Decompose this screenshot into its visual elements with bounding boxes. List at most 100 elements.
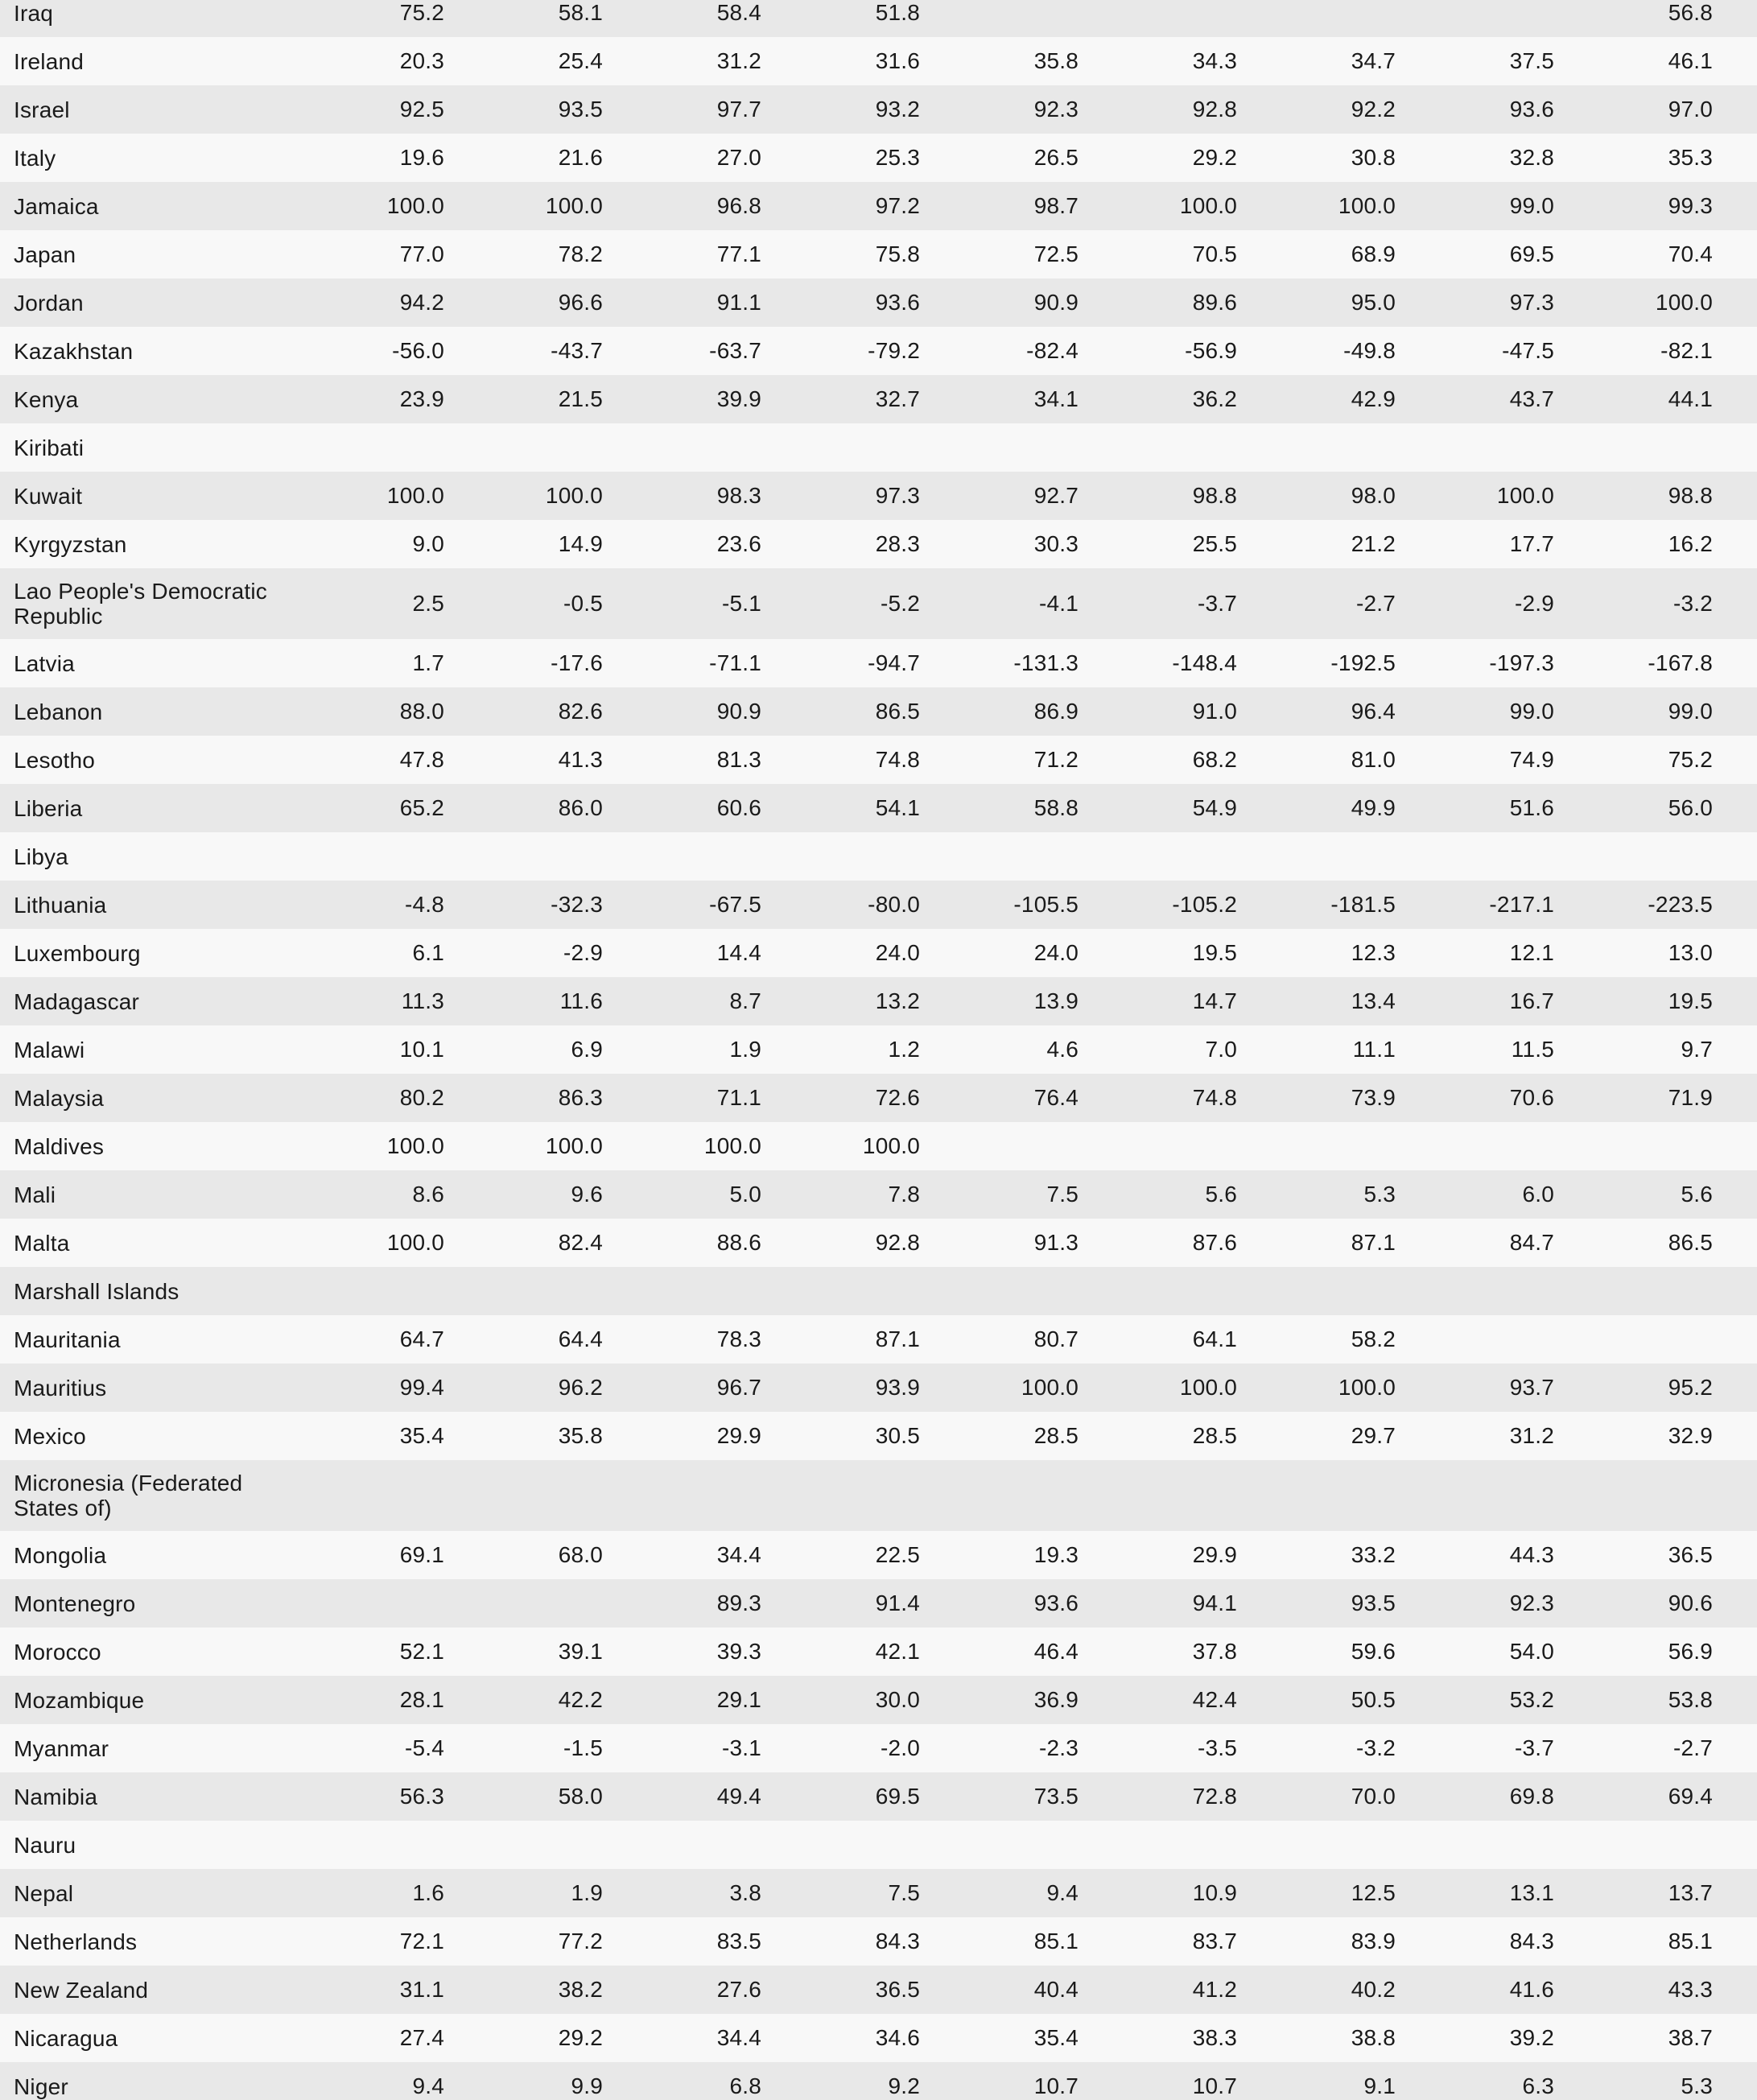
value-cell: 13.9 [1033,988,1079,1013]
value-cell [1440,1821,1598,1869]
value-cell: 58.2 [1351,1326,1396,1351]
value-cell: 68.9 [1351,241,1396,266]
value-cell: 39.3 [716,1639,761,1664]
value-cell: 16.2 [1668,531,1713,556]
value-cell [330,1460,489,1531]
value-cell: 35.3 [1668,145,1713,170]
value-cell: 100.0 [386,1230,444,1255]
value-cell: 96.2 [558,1375,603,1400]
country-name: Jamaica [14,193,99,219]
value-cell [806,1460,964,1531]
value-cell: 97.7 [716,97,761,122]
country-name: Mexico [14,1423,86,1449]
value-cell: 98.8 [1668,483,1713,508]
value-cell [806,1267,964,1315]
value-cell: 85.1 [1668,1929,1713,1954]
table-row: Luxembourg 6.1 -2.9 14.4 24.0 24.0 19.5 12.3 12.… [0,929,1757,977]
value-cell: 69.5 [875,1784,920,1809]
value-cell: 56.9 [1668,1639,1713,1664]
value-cell: 34.6 [875,2025,920,2050]
value-cell: 19.5 [1668,988,1713,1013]
value-cell: 47.8 [399,747,444,772]
value-cell: 83.7 [1192,1929,1237,1954]
value-cell: -17.6 [551,650,603,675]
value-cell: 39.2 [1509,2025,1554,2050]
value-cell: 97.2 [875,193,920,218]
table-row: Liberia 65.2 86.0 60.6 54.1 58.8 54.9 49.9 51.6 5… [0,784,1757,832]
value-cell [1123,832,1281,881]
value-cell: 71.2 [1033,747,1079,772]
value-cell: 9.2 [888,2073,920,2098]
value-cell: 69.5 [1509,241,1554,266]
value-cell: 85.1 [1033,1929,1079,1954]
value-cell: 71.9 [1668,1085,1713,1110]
value-cell: 72.8 [1192,1784,1237,1809]
value-cell: -71.1 [709,650,761,675]
value-cell: 31.2 [716,48,761,73]
value-cell [647,423,806,472]
value-cell: 86.0 [558,795,603,820]
value-cell: -5.2 [880,591,920,616]
value-cell: 93.7 [1509,1375,1554,1400]
value-cell: 19.3 [1033,1542,1079,1567]
value-cell: 36.2 [1192,386,1237,411]
value-cell: 41.3 [558,747,603,772]
country-name: Lebanon [14,699,103,724]
table-row: Marshall Islands [0,1267,1757,1315]
value-cell: 32.8 [1509,145,1554,170]
value-cell: 6.3 [1522,2073,1554,2098]
value-cell: 100.0 [1021,1375,1079,1400]
value-cell: 69.8 [1509,1784,1554,1809]
value-cell: 6.8 [729,2073,761,2098]
value-cell: -3.2 [1672,591,1713,616]
table-row: Mongolia 69.1 68.0 34.4 22.5 19.3 29.9 33.2 44.3… [0,1531,1757,1579]
country-name: Mauritius [14,1375,107,1401]
value-cell: 35.8 [1033,48,1079,73]
value-cell: 52.1 [399,1639,444,1664]
table-row: Maldives 100.0 100.0 100.0 100.0 [0,1122,1757,1170]
value-cell [1598,832,1757,881]
value-cell: 13.1 [1509,1880,1554,1905]
value-cell: -5.4 [404,1735,444,1760]
value-cell: -105.5 [1013,892,1079,917]
value-cell [1281,1267,1440,1315]
value-cell: 5.3 [1363,1182,1396,1207]
value-cell: 42.2 [558,1687,603,1712]
value-cell: -49.8 [1343,338,1396,363]
value-cell: 1.6 [412,1880,444,1905]
value-cell: 89.3 [716,1590,761,1615]
value-cell: 97.3 [1509,290,1554,315]
country-name: Nicaragua [14,2025,118,2051]
value-cell: 10.7 [1033,2073,1079,2098]
value-cell: 36.9 [1033,1687,1079,1712]
value-cell: -181.5 [1330,892,1396,917]
value-cell: 60.6 [716,795,761,820]
value-cell [1440,1460,1598,1531]
country-name: Liberia [14,795,83,821]
value-cell: 21.5 [558,386,603,411]
value-cell: 64.1 [1192,1326,1237,1351]
value-cell: 78.3 [716,1326,761,1351]
value-cell: 44.1 [1668,386,1713,411]
value-cell: 42.1 [875,1639,920,1664]
value-cell [1281,1821,1440,1869]
value-cell: 9.6 [571,1182,603,1207]
value-cell: 27.0 [716,145,761,170]
country-name: Italy [14,145,56,171]
value-cell: 76.4 [1033,1085,1079,1110]
value-cell: 100.0 [1655,290,1713,315]
value-cell: 31.6 [875,48,920,73]
value-cell: 71.1 [716,1085,761,1110]
value-cell: 83.9 [1351,1929,1396,1954]
value-cell: 93.2 [875,97,920,122]
value-cell [489,423,647,472]
value-cell: 33.2 [1351,1542,1396,1567]
country-name: Nepal [14,1880,74,1906]
value-cell [1598,1821,1757,1869]
value-cell: 43.3 [1668,1977,1713,2002]
value-cell [964,1460,1123,1531]
value-cell: 38.3 [1192,2025,1237,2050]
value-cell: 94.2 [399,290,444,315]
country-name: Kuwait [14,483,83,509]
table-row: Mauritania 64.7 64.4 78.3 87.1 80.7 64.1 58.2 [0,1315,1757,1364]
